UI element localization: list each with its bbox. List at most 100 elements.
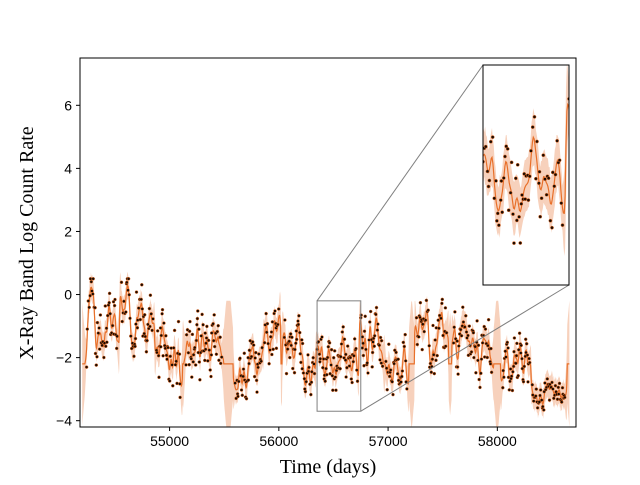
data-point [214,352,219,356]
data-point [302,376,307,381]
data-point [394,350,398,355]
data-point [546,176,551,181]
data-point [196,309,200,313]
data-point [195,322,199,327]
y-tick-label: 4 [64,160,72,176]
data-point [274,346,279,351]
data-point [136,306,141,310]
data-point [209,331,214,335]
data-point [396,357,400,361]
data-point [545,377,550,381]
data-point [97,326,101,330]
data-point [488,362,493,366]
data-point [374,312,378,317]
data-point [276,322,280,327]
data-point [513,176,518,181]
data-point [252,374,257,379]
data-point [417,335,421,339]
data-point [268,348,272,352]
data-point [365,361,369,365]
data-point [537,400,542,404]
data-point [340,330,345,334]
data-point [97,347,102,351]
data-point [541,404,545,409]
data-point [143,334,148,339]
data-point [148,324,152,329]
data-point [503,349,508,353]
data-point [510,388,515,393]
data-point [328,371,332,376]
data-point [138,317,143,322]
data-point [515,162,520,167]
data-point [107,300,111,305]
data-point [492,196,497,201]
data-point [114,346,119,351]
data-point [172,328,177,333]
data-point [444,331,449,335]
data-point [312,362,316,366]
data-point [344,352,348,357]
data-point [193,345,197,350]
data-point [125,280,129,285]
data-point [218,335,222,339]
data-point [541,153,546,158]
data-point [331,388,335,392]
data-point [503,154,507,159]
data-point [194,338,199,343]
x-tick-label: 58000 [478,433,517,449]
data-point [178,395,182,400]
data-point [290,335,294,340]
data-point [159,333,164,338]
data-point [514,353,519,358]
data-point [364,347,368,352]
data-point [296,319,300,323]
data-point [345,365,349,370]
data-point [107,291,112,296]
data-point [560,223,565,227]
data-point [543,177,547,181]
data-point [254,378,259,383]
data-point [255,390,259,394]
data-point [259,359,263,364]
data-point [361,341,365,346]
data-point [205,324,209,329]
data-point [553,383,558,388]
data-point [247,361,251,366]
data-point [140,307,145,311]
data-point [437,326,441,331]
data-point [415,342,420,347]
data-point [452,325,456,329]
data-point [531,399,536,403]
data-point [309,392,313,397]
data-point [133,344,137,349]
data-point [506,208,511,213]
data-point [505,340,510,345]
data-point [247,348,252,353]
data-point [516,373,520,378]
data-point [260,345,264,350]
x-axis: 55000 56000 57000 58000 [150,427,517,449]
data-point [186,351,191,355]
data-point [211,338,216,343]
data-point [511,212,515,216]
data-point [532,115,537,119]
data-point [135,326,140,330]
data-point [119,280,124,285]
data-point [266,341,270,346]
data-point [530,383,535,387]
data-point [362,363,366,368]
data-point [91,292,95,296]
data-point [342,337,347,341]
data-point [250,340,255,344]
data-point [142,331,146,336]
data-point [439,316,443,321]
zoom-region-box [316,300,362,412]
data-point [475,319,479,323]
data-point [211,322,215,326]
data-point [291,366,295,371]
data-point [400,369,405,373]
data-point [184,363,188,367]
data-point [204,336,209,340]
data-point [557,381,562,386]
data-point [544,192,549,197]
